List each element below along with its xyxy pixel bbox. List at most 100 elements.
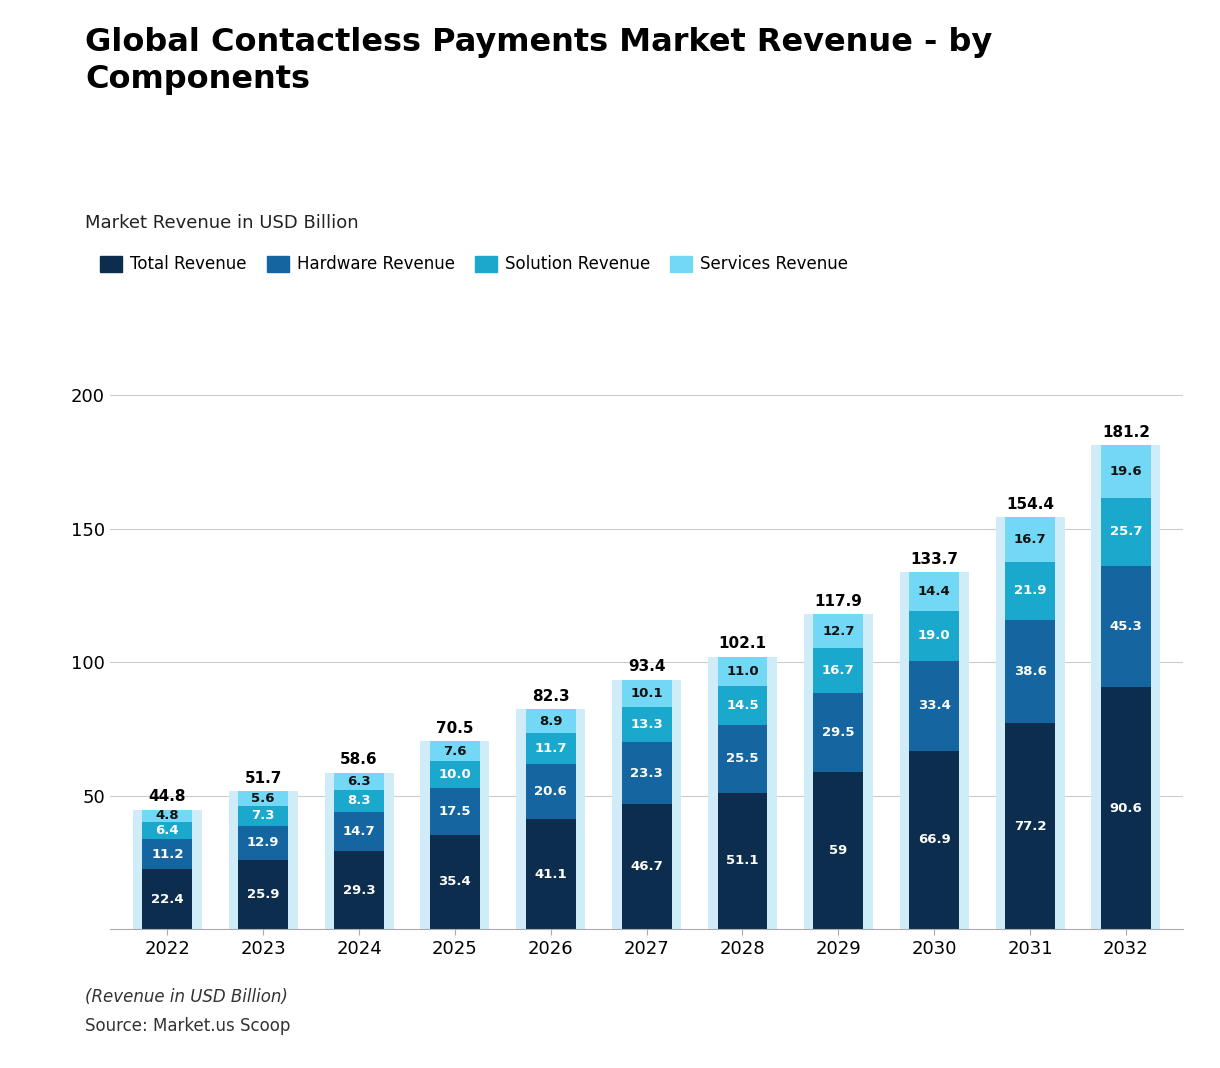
Text: 23.3: 23.3 <box>631 767 662 780</box>
Bar <box>429 761 479 788</box>
Text: 51.1: 51.1 <box>726 854 759 867</box>
Bar <box>143 810 193 822</box>
Text: 66.9: 66.9 <box>917 833 950 846</box>
Text: 21.9: 21.9 <box>1014 584 1047 597</box>
Bar <box>133 810 201 929</box>
Text: 16.7: 16.7 <box>822 664 855 677</box>
Text: 5.6: 5.6 <box>251 792 274 805</box>
Bar <box>909 751 959 929</box>
Text: 20.6: 20.6 <box>534 785 567 799</box>
Text: 41.1: 41.1 <box>534 868 567 881</box>
Bar <box>814 648 864 693</box>
Bar <box>622 742 671 804</box>
Bar <box>143 822 193 839</box>
Legend: Total Revenue, Hardware Revenue, Solution Revenue, Services Revenue: Total Revenue, Hardware Revenue, Solutio… <box>94 249 855 280</box>
Bar <box>622 707 671 742</box>
Bar <box>717 724 767 792</box>
Text: 7.6: 7.6 <box>443 744 466 757</box>
Text: 11.7: 11.7 <box>534 742 567 755</box>
Text: 8.9: 8.9 <box>539 714 562 727</box>
Text: 25.5: 25.5 <box>726 752 759 765</box>
Text: 8.3: 8.3 <box>348 795 371 807</box>
Text: 90.6: 90.6 <box>1109 802 1142 815</box>
Bar <box>1092 445 1160 929</box>
Text: 33.4: 33.4 <box>917 700 950 712</box>
Bar <box>429 788 479 835</box>
Text: 45.3: 45.3 <box>1109 621 1142 633</box>
Bar <box>334 789 384 812</box>
Bar <box>1100 688 1150 929</box>
Bar <box>1005 619 1055 723</box>
Text: 29.3: 29.3 <box>343 883 376 896</box>
Bar <box>717 792 767 929</box>
Text: 12.9: 12.9 <box>246 836 279 849</box>
Bar <box>526 819 576 929</box>
Text: 117.9: 117.9 <box>815 594 863 609</box>
Bar <box>1005 562 1055 619</box>
Bar <box>334 773 384 789</box>
Bar <box>708 657 777 929</box>
Bar <box>996 517 1065 929</box>
Bar <box>814 693 864 771</box>
Text: 154.4: 154.4 <box>1006 497 1054 512</box>
Text: 6.4: 6.4 <box>155 824 179 837</box>
Bar <box>228 791 298 929</box>
Text: 22.4: 22.4 <box>151 893 184 906</box>
Bar <box>516 709 586 929</box>
Text: 29.5: 29.5 <box>822 726 854 739</box>
Text: 4.8: 4.8 <box>155 810 179 822</box>
Text: 82.3: 82.3 <box>532 689 570 704</box>
Bar <box>238 806 288 826</box>
Bar <box>899 572 969 929</box>
Text: 58.6: 58.6 <box>340 752 378 767</box>
Bar <box>421 741 489 929</box>
Bar <box>1100 498 1150 566</box>
Bar <box>804 614 872 929</box>
Bar <box>143 839 193 869</box>
Text: 10.0: 10.0 <box>438 768 471 781</box>
Text: 181.2: 181.2 <box>1102 425 1150 440</box>
Text: 13.3: 13.3 <box>631 718 662 731</box>
Bar <box>909 611 959 661</box>
Text: 17.5: 17.5 <box>439 805 471 818</box>
Text: 25.9: 25.9 <box>246 889 279 901</box>
Text: 59: 59 <box>830 844 848 857</box>
Text: 70.5: 70.5 <box>436 721 473 736</box>
Bar <box>526 765 576 819</box>
Text: 11.0: 11.0 <box>726 664 759 678</box>
Text: 12.7: 12.7 <box>822 625 854 638</box>
Bar <box>1005 723 1055 929</box>
Text: 6.3: 6.3 <box>348 774 371 787</box>
Bar <box>1100 566 1150 688</box>
Text: 102.1: 102.1 <box>719 637 766 651</box>
Text: 93.4: 93.4 <box>628 659 665 675</box>
Bar <box>526 709 576 733</box>
Text: 14.4: 14.4 <box>917 585 950 598</box>
Text: 14.7: 14.7 <box>343 824 376 837</box>
Text: 7.3: 7.3 <box>251 810 274 822</box>
Bar <box>1100 445 1150 498</box>
Text: Market Revenue in USD Billion: Market Revenue in USD Billion <box>85 214 359 232</box>
Bar <box>429 835 479 929</box>
Text: 38.6: 38.6 <box>1014 665 1047 678</box>
Text: 77.2: 77.2 <box>1014 819 1047 833</box>
Text: Global Contactless Payments Market Revenue - by
Components: Global Contactless Payments Market Reven… <box>85 27 993 95</box>
Text: 133.7: 133.7 <box>910 552 958 567</box>
Bar <box>622 804 671 929</box>
Bar <box>325 773 394 929</box>
Bar <box>238 791 288 806</box>
Text: Source: Market.us Scoop: Source: Market.us Scoop <box>85 1017 290 1035</box>
Bar <box>909 572 959 611</box>
Bar <box>238 860 288 929</box>
Text: 35.4: 35.4 <box>438 876 471 889</box>
Text: 10.1: 10.1 <box>631 687 662 700</box>
Text: (Revenue in USD Billion): (Revenue in USD Billion) <box>85 988 288 1006</box>
Text: 19.6: 19.6 <box>1109 465 1142 478</box>
Bar <box>717 657 767 686</box>
Text: 46.7: 46.7 <box>631 861 662 874</box>
Bar <box>612 679 681 929</box>
Bar <box>143 869 193 929</box>
Bar <box>814 771 864 929</box>
Bar <box>717 686 767 725</box>
Text: 16.7: 16.7 <box>1014 533 1047 546</box>
